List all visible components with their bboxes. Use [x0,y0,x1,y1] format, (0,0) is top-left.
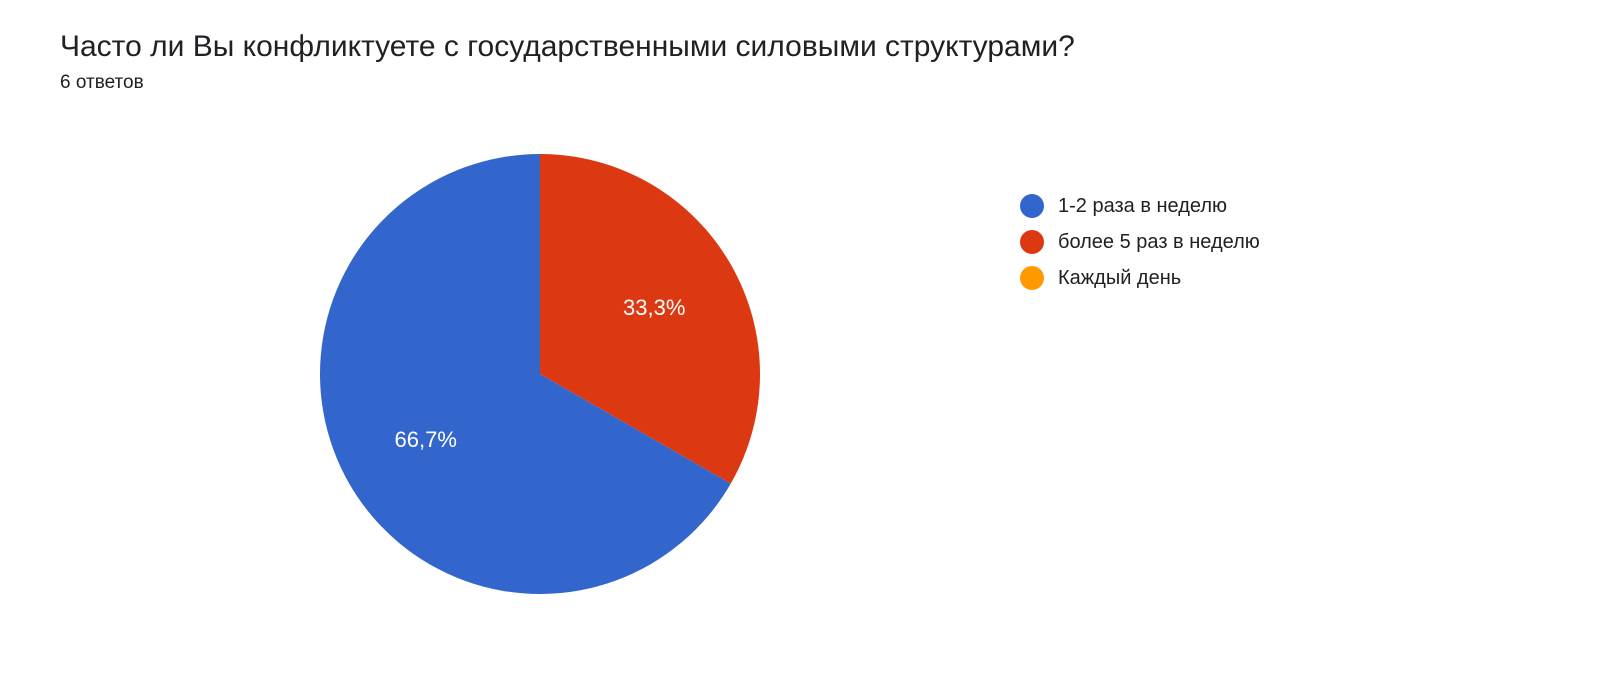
response-count: 6 ответов [60,72,1540,94]
legend-item[interactable]: более 5 раз в неделю [1020,230,1260,254]
legend-label: Каждый день [1058,267,1181,290]
pie-slice-label: 66,7% [395,427,457,452]
pie-chart[interactable]: 33,3% 66,7% [300,134,780,614]
legend: 1-2 раза в неделю более 5 раз в неделю К… [1020,134,1260,302]
legend-swatch [1020,194,1044,218]
chart-row: 33,3% 66,7% 1-2 раза в неделю более 5 раз… [60,134,1540,614]
legend-item[interactable]: 1-2 раза в неделю [1020,194,1260,218]
legend-label: более 5 раз в неделю [1058,231,1260,254]
pie-slice-label: 33,3% [623,295,685,320]
legend-swatch [1020,230,1044,254]
legend-label: 1-2 раза в неделю [1058,195,1227,218]
legend-swatch [1020,266,1044,290]
chart-container: Часто ли Вы конфликтуете с государственн… [0,0,1600,644]
legend-item[interactable]: Каждый день [1020,266,1260,290]
chart-title: Часто ли Вы конфликтуете с государственн… [60,30,1540,64]
pie-chart-area: 33,3% 66,7% [60,134,1020,614]
